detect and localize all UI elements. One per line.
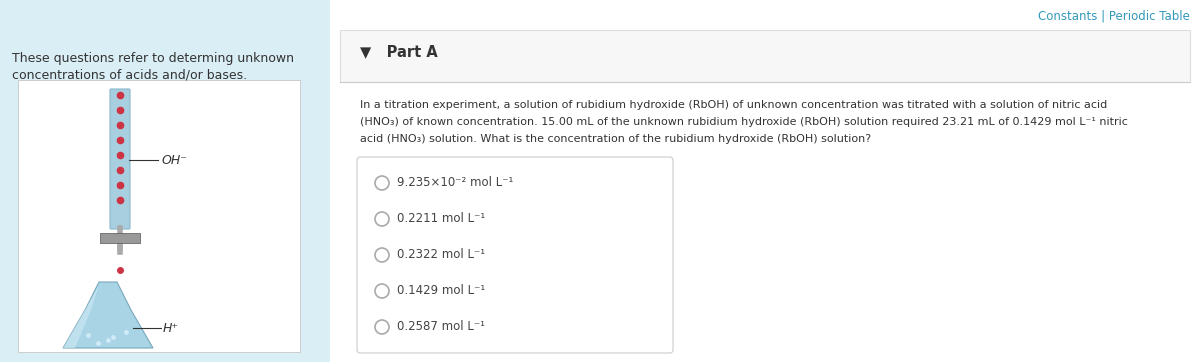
Polygon shape	[64, 282, 154, 348]
Text: ▼   Part A: ▼ Part A	[360, 44, 438, 59]
Text: 9.235×10⁻² mol L⁻¹: 9.235×10⁻² mol L⁻¹	[397, 177, 514, 189]
FancyBboxPatch shape	[100, 233, 140, 243]
Polygon shape	[64, 285, 98, 348]
FancyBboxPatch shape	[0, 0, 330, 362]
Text: Constants | Periodic Table: Constants | Periodic Table	[1038, 10, 1190, 23]
Text: 0.1429 mol L⁻¹: 0.1429 mol L⁻¹	[397, 285, 485, 298]
Text: acid (HNO₃) solution. What is the concentration of the rubidium hydroxide (RbOH): acid (HNO₃) solution. What is the concen…	[360, 134, 871, 144]
Circle shape	[374, 284, 389, 298]
FancyBboxPatch shape	[110, 89, 130, 229]
Text: (HNO₃) of known concentration. 15.00 mL of the unknown rubidium hydroxide (RbOH): (HNO₃) of known concentration. 15.00 mL …	[360, 117, 1128, 127]
Text: H⁺: H⁺	[163, 321, 179, 334]
FancyBboxPatch shape	[18, 80, 300, 352]
Circle shape	[374, 320, 389, 334]
FancyBboxPatch shape	[340, 30, 1190, 82]
Circle shape	[374, 212, 389, 226]
Circle shape	[374, 248, 389, 262]
Text: OH⁻: OH⁻	[162, 153, 188, 167]
Text: In a titration experiment, a solution of rubidium hydroxide (RbOH) of unknown co: In a titration experiment, a solution of…	[360, 100, 1108, 110]
Text: 0.2211 mol L⁻¹: 0.2211 mol L⁻¹	[397, 212, 485, 226]
Text: These questions refer to determing unknown
concentrations of acids and/or bases.: These questions refer to determing unkno…	[12, 52, 294, 82]
Text: 0.2587 mol L⁻¹: 0.2587 mol L⁻¹	[397, 320, 485, 333]
Text: 0.2322 mol L⁻¹: 0.2322 mol L⁻¹	[397, 248, 485, 261]
Circle shape	[374, 176, 389, 190]
FancyBboxPatch shape	[358, 157, 673, 353]
